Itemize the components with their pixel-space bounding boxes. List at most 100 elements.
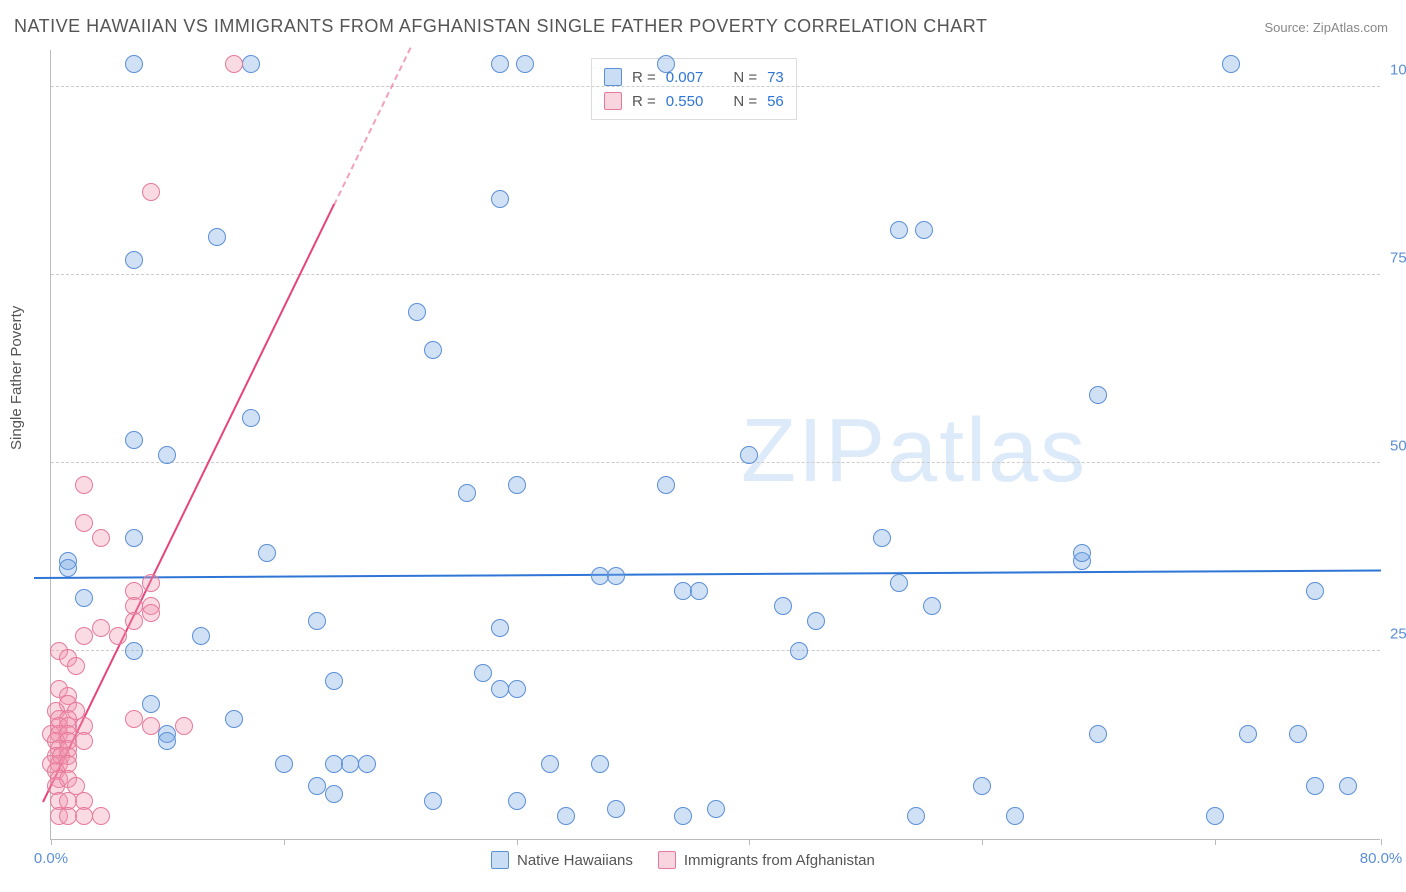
data-point	[75, 476, 93, 494]
data-point	[690, 582, 708, 600]
data-point	[1339, 777, 1357, 795]
scatter-plot: ZIPatlas R = 0.007 N = 73 R = 0.550 N = …	[50, 50, 1380, 840]
data-point	[657, 55, 675, 73]
data-point	[674, 582, 692, 600]
x-tick	[1215, 839, 1216, 845]
data-point	[308, 612, 326, 630]
data-point	[142, 717, 160, 735]
data-point	[607, 800, 625, 818]
data-point	[774, 597, 792, 615]
data-point	[890, 221, 908, 239]
data-point	[873, 529, 891, 547]
x-tick-label: 0.0%	[34, 850, 68, 867]
data-point	[92, 807, 110, 825]
data-point	[59, 559, 77, 577]
data-point	[75, 589, 93, 607]
x-tick	[517, 839, 518, 845]
data-point	[325, 785, 343, 803]
data-point	[1289, 725, 1307, 743]
data-point	[408, 303, 426, 321]
data-point	[75, 732, 93, 750]
data-point	[225, 710, 243, 728]
data-point	[1073, 544, 1091, 562]
data-point	[125, 431, 143, 449]
data-point	[225, 55, 243, 73]
data-point	[591, 755, 609, 773]
trend-line	[42, 205, 335, 803]
y-tick-label: 100.0%	[1390, 61, 1406, 78]
chart-title: NATIVE HAWAIIAN VS IMMIGRANTS FROM AFGHA…	[14, 16, 987, 37]
x-tick	[51, 839, 52, 845]
data-point	[142, 604, 160, 622]
data-point	[358, 755, 376, 773]
data-point	[923, 597, 941, 615]
data-point	[607, 567, 625, 585]
data-point	[142, 183, 160, 201]
data-point	[125, 612, 143, 630]
x-tick	[284, 839, 285, 845]
y-tick-label: 25.0%	[1390, 625, 1406, 642]
data-point	[491, 619, 509, 637]
data-point	[1239, 725, 1257, 743]
data-point	[142, 574, 160, 592]
data-point	[491, 680, 509, 698]
data-point	[907, 807, 925, 825]
data-point	[75, 807, 93, 825]
data-point	[1306, 582, 1324, 600]
data-point	[308, 777, 326, 795]
data-point	[208, 228, 226, 246]
swatch-pink-icon	[658, 851, 676, 869]
correlation-legend: R = 0.007 N = 73 R = 0.550 N = 56	[591, 58, 797, 120]
data-point	[491, 55, 509, 73]
legend-row-pink: R = 0.550 N = 56	[604, 89, 784, 113]
data-point	[125, 55, 143, 73]
data-point	[1206, 807, 1224, 825]
data-point	[508, 476, 526, 494]
data-point	[458, 484, 476, 502]
data-point	[915, 221, 933, 239]
data-point	[890, 574, 908, 592]
data-point	[491, 190, 509, 208]
data-point	[125, 642, 143, 660]
data-point	[158, 446, 176, 464]
x-tick-label: 80.0%	[1360, 850, 1403, 867]
data-point	[707, 800, 725, 818]
data-point	[474, 664, 492, 682]
data-point	[424, 341, 442, 359]
y-axis-label: Single Father Poverty	[8, 306, 25, 450]
data-point	[541, 755, 559, 773]
data-point	[1006, 807, 1024, 825]
gridline	[51, 650, 1380, 651]
data-point	[1306, 777, 1324, 795]
legend-item-blue: Native Hawaiians	[491, 851, 633, 869]
data-point	[807, 612, 825, 630]
data-point	[242, 409, 260, 427]
series-legend: Native Hawaiians Immigrants from Afghani…	[491, 851, 875, 869]
swatch-blue-icon	[604, 68, 622, 86]
data-point	[142, 695, 160, 713]
data-point	[674, 807, 692, 825]
y-tick-label: 75.0%	[1390, 249, 1406, 266]
watermark: ZIPatlas	[741, 400, 1087, 503]
data-point	[325, 755, 343, 773]
data-point	[175, 717, 193, 735]
data-point	[557, 807, 575, 825]
gridline	[51, 462, 1380, 463]
data-point	[109, 627, 127, 645]
y-tick-label: 50.0%	[1390, 437, 1406, 454]
data-point	[59, 807, 77, 825]
data-point	[657, 476, 675, 494]
trend-line	[333, 48, 411, 206]
data-point	[1089, 725, 1107, 743]
data-point	[125, 251, 143, 269]
data-point	[508, 792, 526, 810]
gridline	[51, 86, 1380, 87]
legend-item-pink: Immigrants from Afghanistan	[658, 851, 875, 869]
data-point	[242, 55, 260, 73]
data-point	[973, 777, 991, 795]
data-point	[258, 544, 276, 562]
data-point	[75, 514, 93, 532]
data-point	[275, 755, 293, 773]
data-point	[158, 732, 176, 750]
data-point	[67, 657, 85, 675]
